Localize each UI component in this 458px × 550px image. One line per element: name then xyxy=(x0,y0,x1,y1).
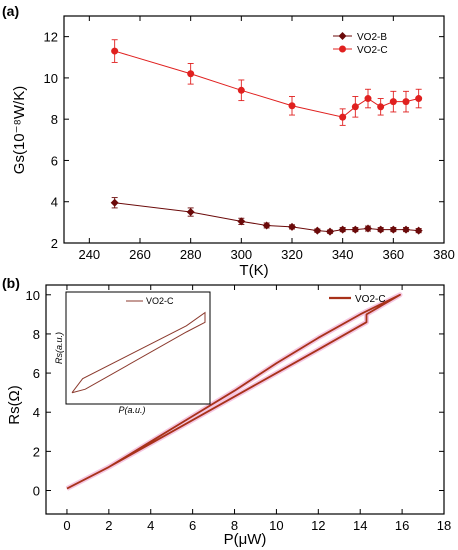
a-ytick-label: 2 xyxy=(51,236,58,251)
panel-b: (b) 0 2 4 6 8 10 12 14 16 18 0 2 4 6 8 10 P(μW) Rs(Ω) V… xyxy=(2,275,451,548)
a-ytick-label: 10 xyxy=(44,71,58,86)
panel-a-label: (a) xyxy=(2,3,19,19)
inset-series xyxy=(71,311,206,394)
a-point-diamond xyxy=(338,225,347,234)
a-point-circle xyxy=(364,95,372,103)
b-xtick-label: 0 xyxy=(63,518,70,533)
inset-xlabel: P(a.u.) xyxy=(118,405,145,415)
b-xtick-label: 6 xyxy=(189,518,196,533)
b-xtick-label: 2 xyxy=(105,518,112,533)
a-xtick-label: 380 xyxy=(433,247,455,262)
a-xtick-label: 280 xyxy=(180,247,202,262)
inset-ylabel: Rs(a.u.) xyxy=(54,332,64,364)
a-point-circle xyxy=(351,103,359,111)
panel-a-legend: VO2-B VO2-C xyxy=(333,32,388,56)
panel-b-ylabel: Rs(Ω) xyxy=(6,385,23,425)
a-xtick-label: 260 xyxy=(129,247,151,262)
a-point-circle xyxy=(389,98,397,106)
panel-a: (a) 240 260 280 300 320 340 360 380 2 4 6 8 10 12 T(K… xyxy=(2,3,455,279)
b-xtick-label: 18 xyxy=(437,518,451,533)
a-point-diamond xyxy=(414,226,423,235)
a-point-diamond xyxy=(237,217,246,226)
b-xtick-label: 16 xyxy=(395,518,409,533)
panel-b-label: (b) xyxy=(2,275,20,291)
b-ytick-label: 10 xyxy=(26,288,40,303)
a-ytick-label: 4 xyxy=(51,195,58,210)
a-ytick-label: 6 xyxy=(51,153,58,168)
legend-label-vo2c: VO2-C xyxy=(357,45,388,56)
a-xtick-label: 240 xyxy=(78,247,100,262)
a-point-diamond xyxy=(313,226,322,235)
panel-b-inset: VO2-C P(a.u.) Rs(a.u.) xyxy=(54,291,211,415)
panel-a-ticks: 240 260 280 300 320 340 360 380 2 4 6 8 10 12 xyxy=(44,16,455,262)
a-xtick-label: 300 xyxy=(230,247,252,262)
a-point-circle xyxy=(402,98,410,106)
b-ytick-label: 6 xyxy=(33,366,40,381)
panel-a-frame xyxy=(63,15,445,244)
b-xtick-label: 4 xyxy=(147,518,154,533)
a-point-diamond xyxy=(389,225,398,234)
a-point-circle xyxy=(339,113,347,121)
a-point-circle xyxy=(187,70,195,78)
a-xtick-label: 360 xyxy=(382,247,404,262)
legend-marker-vo2c xyxy=(339,45,346,53)
a-point-diamond xyxy=(288,222,296,231)
a-point-diamond xyxy=(262,221,271,230)
a-series-line-1 xyxy=(114,50,419,118)
a-point-circle xyxy=(237,86,245,94)
legend-marker-vo2b xyxy=(338,32,347,40)
legend-label-b-vo2c: VO2-C xyxy=(355,294,386,305)
legend-label-vo2b: VO2-B xyxy=(357,32,387,43)
inset-frame xyxy=(65,291,211,405)
b-ytick-label: 0 xyxy=(33,484,40,499)
panel-b-frame xyxy=(45,284,445,515)
a-ytick-label: 12 xyxy=(44,30,58,45)
panel-a-series xyxy=(110,39,423,236)
a-point-diamond xyxy=(351,225,360,234)
panel-b-ticks: 0 2 4 6 8 10 12 14 16 18 0 2 4 6 8 10 xyxy=(26,285,451,533)
b-ytick-label: 4 xyxy=(33,405,40,420)
a-xtick-label: 340 xyxy=(332,247,354,262)
b-xtick-label: 10 xyxy=(269,518,283,533)
a-point-diamond xyxy=(364,224,372,233)
a-point-diamond xyxy=(376,225,385,234)
a-point-circle xyxy=(415,95,423,103)
b-ytick-label: 2 xyxy=(33,444,40,459)
b-series-line-0 xyxy=(66,293,401,490)
b-xtick-label: 14 xyxy=(353,518,367,533)
panel-a-ylabel: Gs(10⁻⁸W/K) xyxy=(11,86,28,174)
a-point-circle xyxy=(377,103,385,111)
panel-b-series xyxy=(65,292,403,491)
panel-b-legend: VO2-C xyxy=(329,294,386,305)
a-point-diamond xyxy=(110,198,119,207)
panel-a-xlabel: T(K) xyxy=(239,262,268,279)
b-xtick-label: 8 xyxy=(231,518,238,533)
a-point-circle xyxy=(288,102,296,110)
b-ytick-label: 8 xyxy=(33,327,40,342)
inset-legend-label: VO2-C xyxy=(146,296,174,306)
b-xtick-label: 12 xyxy=(311,518,325,533)
a-xtick-label: 320 xyxy=(281,247,303,262)
a-point-diamond xyxy=(402,225,410,234)
a-ytick-label: 8 xyxy=(51,112,58,127)
inset-series-line-0 xyxy=(71,311,206,394)
a-point-diamond xyxy=(326,227,334,236)
a-point-diamond xyxy=(186,208,195,217)
panel-b-xlabel: P(μW) xyxy=(224,531,267,548)
a-point-circle xyxy=(111,47,119,55)
